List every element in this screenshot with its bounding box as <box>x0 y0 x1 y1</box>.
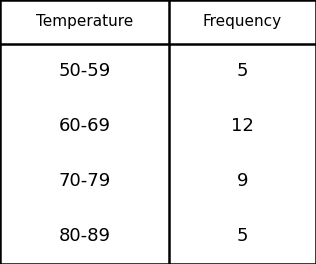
Text: Temperature: Temperature <box>36 14 133 29</box>
Text: 80-89: 80-89 <box>58 228 111 246</box>
Text: 12: 12 <box>231 117 254 135</box>
Text: Frequency: Frequency <box>203 14 282 29</box>
Text: 70-79: 70-79 <box>58 172 111 190</box>
Text: 50-59: 50-59 <box>58 62 111 80</box>
Text: 9: 9 <box>237 172 248 190</box>
Text: 5: 5 <box>237 228 248 246</box>
Text: 60-69: 60-69 <box>58 117 111 135</box>
Text: 5: 5 <box>237 62 248 80</box>
